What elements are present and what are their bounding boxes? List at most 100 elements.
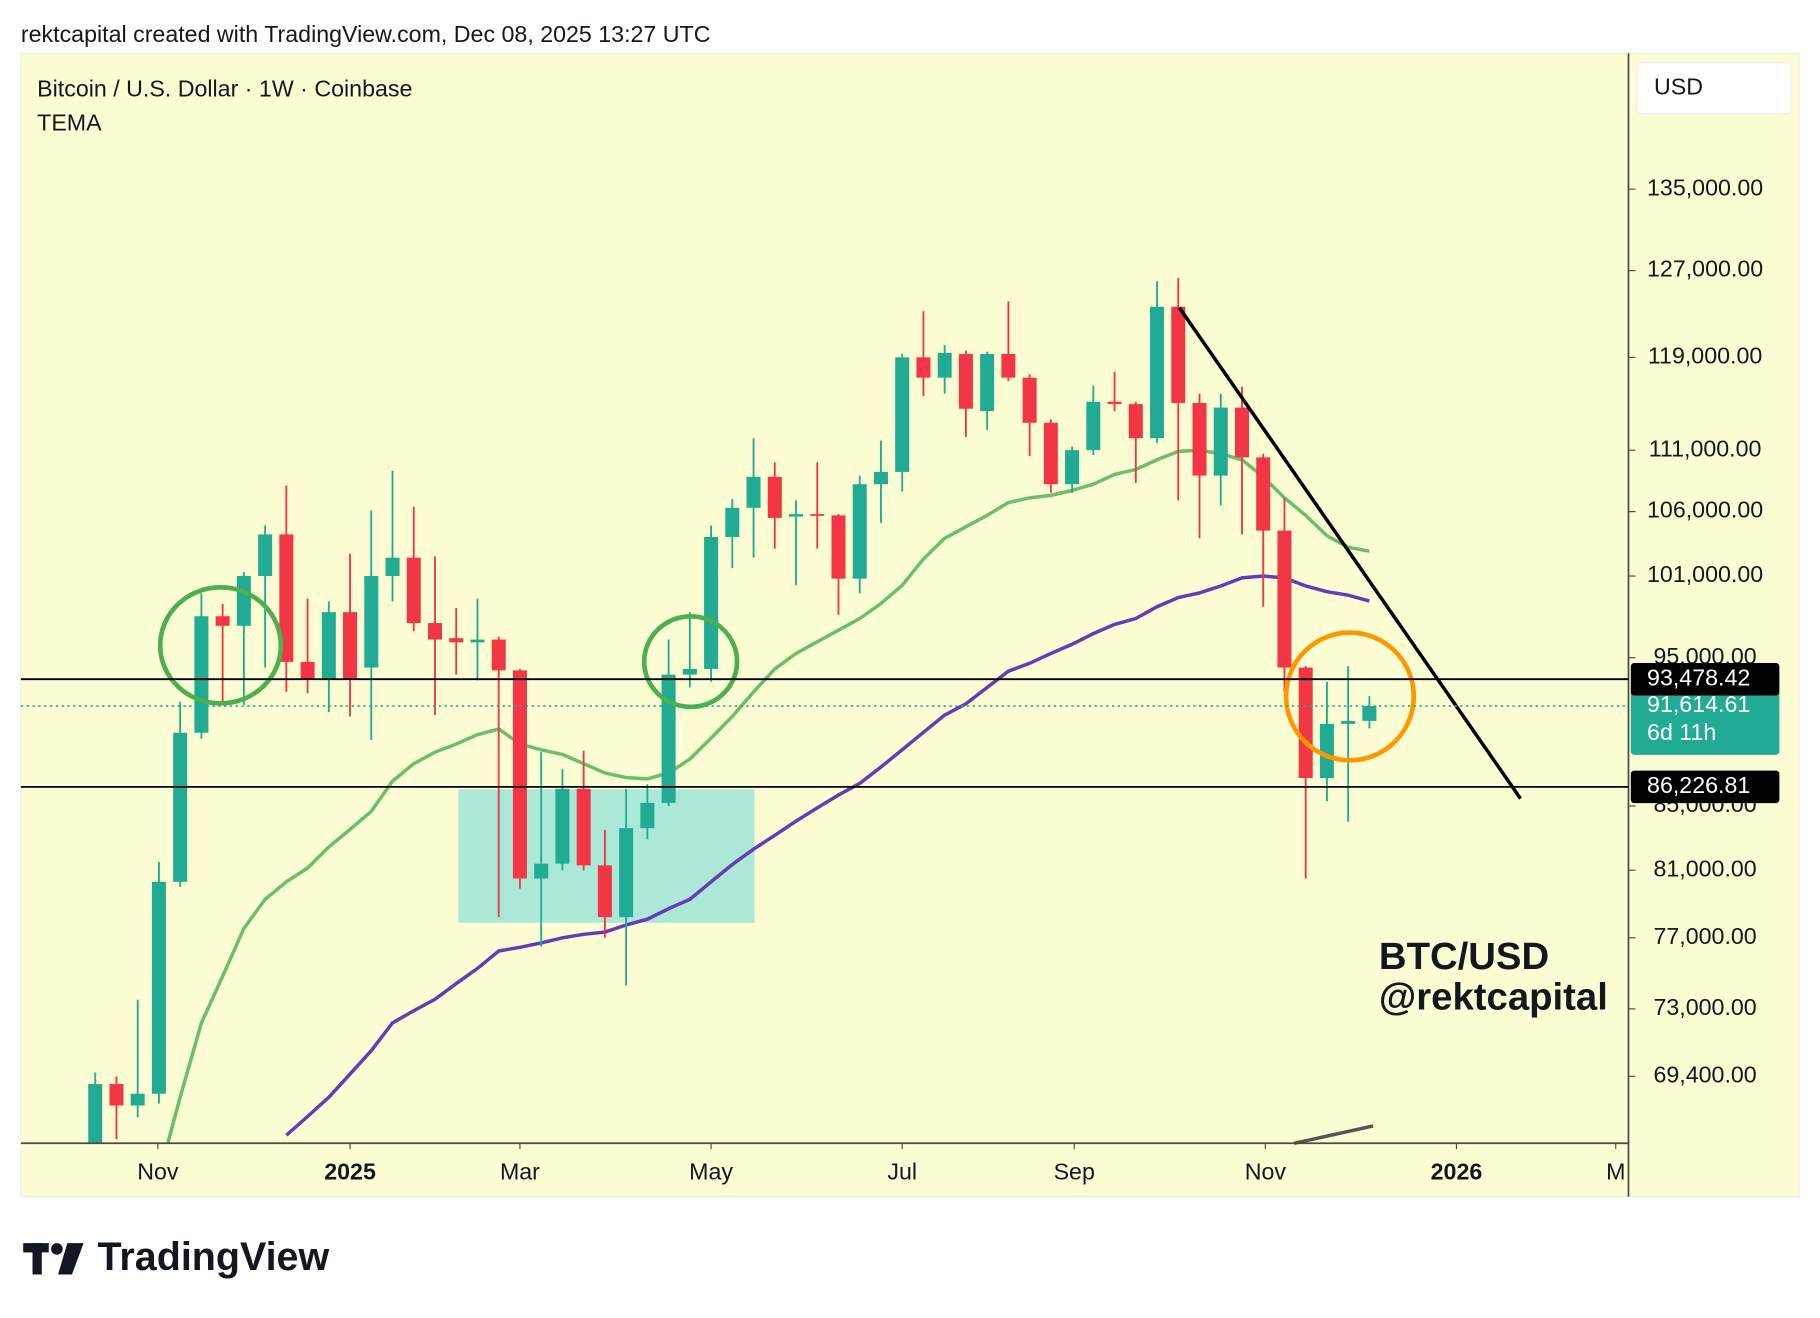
- last-price-label: 91,614.61: [1647, 691, 1750, 717]
- x-tick-label: Mar: [500, 1159, 540, 1185]
- candle-body: [1319, 723, 1334, 779]
- y-tick-label: 77,000.00: [1653, 923, 1756, 949]
- candle-body: [746, 476, 761, 508]
- currency-button[interactable]: [1636, 62, 1792, 115]
- candle-body: [215, 616, 230, 626]
- last-price-tag: [1630, 689, 1780, 755]
- highlight-circle: [641, 614, 740, 710]
- y-tick-label: 69,400.00: [1653, 1061, 1756, 1087]
- candle-body: [1256, 457, 1271, 531]
- level-tag: [1630, 770, 1780, 804]
- candle-body: [1213, 407, 1228, 476]
- candle-body: [576, 788, 591, 866]
- candle-body: [1065, 450, 1080, 485]
- candle-body: [661, 674, 676, 803]
- candle-body: [1171, 306, 1186, 403]
- candle-body: [1128, 404, 1143, 439]
- candle-body: [597, 865, 612, 918]
- candle-body: [1277, 530, 1292, 668]
- candle-body: [1362, 706, 1377, 721]
- indicator-line: [165, 448, 1370, 1144]
- y-tick-label: 106,000.00: [1647, 497, 1763, 523]
- x-tick-label: Sep: [1054, 1159, 1095, 1185]
- candle-body: [258, 534, 273, 577]
- x-tick-label: M: [1606, 1159, 1625, 1185]
- candle-body: [109, 1084, 124, 1106]
- candle-body: [810, 514, 825, 516]
- x-tick-label: Nov: [137, 1159, 179, 1185]
- candle-body: [236, 576, 251, 626]
- candle-body: [555, 788, 570, 864]
- candle-body: [406, 557, 421, 624]
- candle-body: [852, 484, 867, 579]
- y-tick-label: 101,000.00: [1647, 561, 1763, 587]
- currency-label: USD: [1654, 73, 1703, 99]
- chart-title: Bitcoin / U.S. Dollar · 1W · Coinbase: [37, 76, 412, 102]
- candle-body: [343, 612, 358, 679]
- x-tick-label: 2026: [1431, 1159, 1483, 1185]
- brand-name: TradingView: [98, 1235, 330, 1279]
- indicator-label: TEMA: [37, 109, 102, 135]
- candle-body: [916, 357, 931, 378]
- candle-body: [725, 507, 740, 537]
- y-tick-label: 127,000.00: [1647, 256, 1763, 282]
- candle-body: [364, 576, 379, 668]
- candle-body: [470, 639, 485, 643]
- y-tick-label: 81,000.00: [1653, 855, 1756, 881]
- candle-body: [1298, 667, 1313, 779]
- trendline: [1177, 306, 1522, 800]
- candle-body: [1022, 377, 1037, 423]
- annotation: @rektcapital: [1379, 976, 1608, 1019]
- level-label: 93,478.42: [1647, 664, 1750, 690]
- candle-body: [873, 471, 888, 485]
- candle-body: [1086, 401, 1101, 451]
- candle-body: [1107, 401, 1122, 405]
- countdown-label: 6d 11h: [1647, 719, 1716, 745]
- candle-body: [300, 661, 315, 679]
- candle-body: [385, 557, 400, 577]
- candle-body: [682, 668, 697, 675]
- candle-body: [491, 639, 506, 671]
- candle-body: [767, 476, 782, 518]
- candle-body: [1150, 306, 1165, 439]
- highlight-circle: [157, 585, 284, 706]
- candle-body: [130, 1093, 145, 1106]
- level-tag: [1630, 662, 1780, 696]
- candle-body: [194, 616, 209, 733]
- candle-body: [1192, 402, 1207, 476]
- candle-body: [427, 623, 443, 640]
- candle-body: [895, 357, 910, 472]
- x-tick-label: May: [689, 1159, 733, 1185]
- indicator-line: [285, 574, 1370, 1137]
- plot-area: [88, 277, 1377, 1144]
- candle-body: [704, 536, 719, 669]
- candle-body: [1043, 422, 1058, 485]
- x-tick-label: Jul: [887, 1159, 917, 1185]
- y-tick-label: 119,000.00: [1648, 342, 1762, 368]
- candle-body: [88, 1084, 103, 1144]
- x-tick-label: 2025: [324, 1159, 376, 1185]
- y-tick-label: 73,000.00: [1653, 994, 1756, 1020]
- candle-body: [1234, 407, 1249, 458]
- candle-body: [173, 732, 188, 882]
- trendline: [1293, 1124, 1374, 1146]
- candle-body: [831, 515, 846, 579]
- candle-body: [449, 638, 464, 643]
- candle-body: [534, 863, 549, 879]
- candle-body: [151, 881, 166, 1094]
- highlight-circle: [1283, 630, 1417, 763]
- chart-background: [20, 52, 1800, 1198]
- candle-body: [640, 802, 655, 829]
- candle-body: [512, 670, 527, 879]
- candle-body: [958, 353, 973, 409]
- candle-body: [279, 534, 294, 662]
- candle-body: [1001, 353, 1016, 378]
- y-tick-label: 135,000.00: [1647, 174, 1763, 200]
- candle-body: [1341, 720, 1356, 724]
- x-tick-label: Nov: [1245, 1159, 1287, 1185]
- y-tick-label: 111,000.00: [1649, 435, 1762, 461]
- annotation: BTC/USD: [1379, 935, 1549, 978]
- candle-body: [937, 352, 952, 378]
